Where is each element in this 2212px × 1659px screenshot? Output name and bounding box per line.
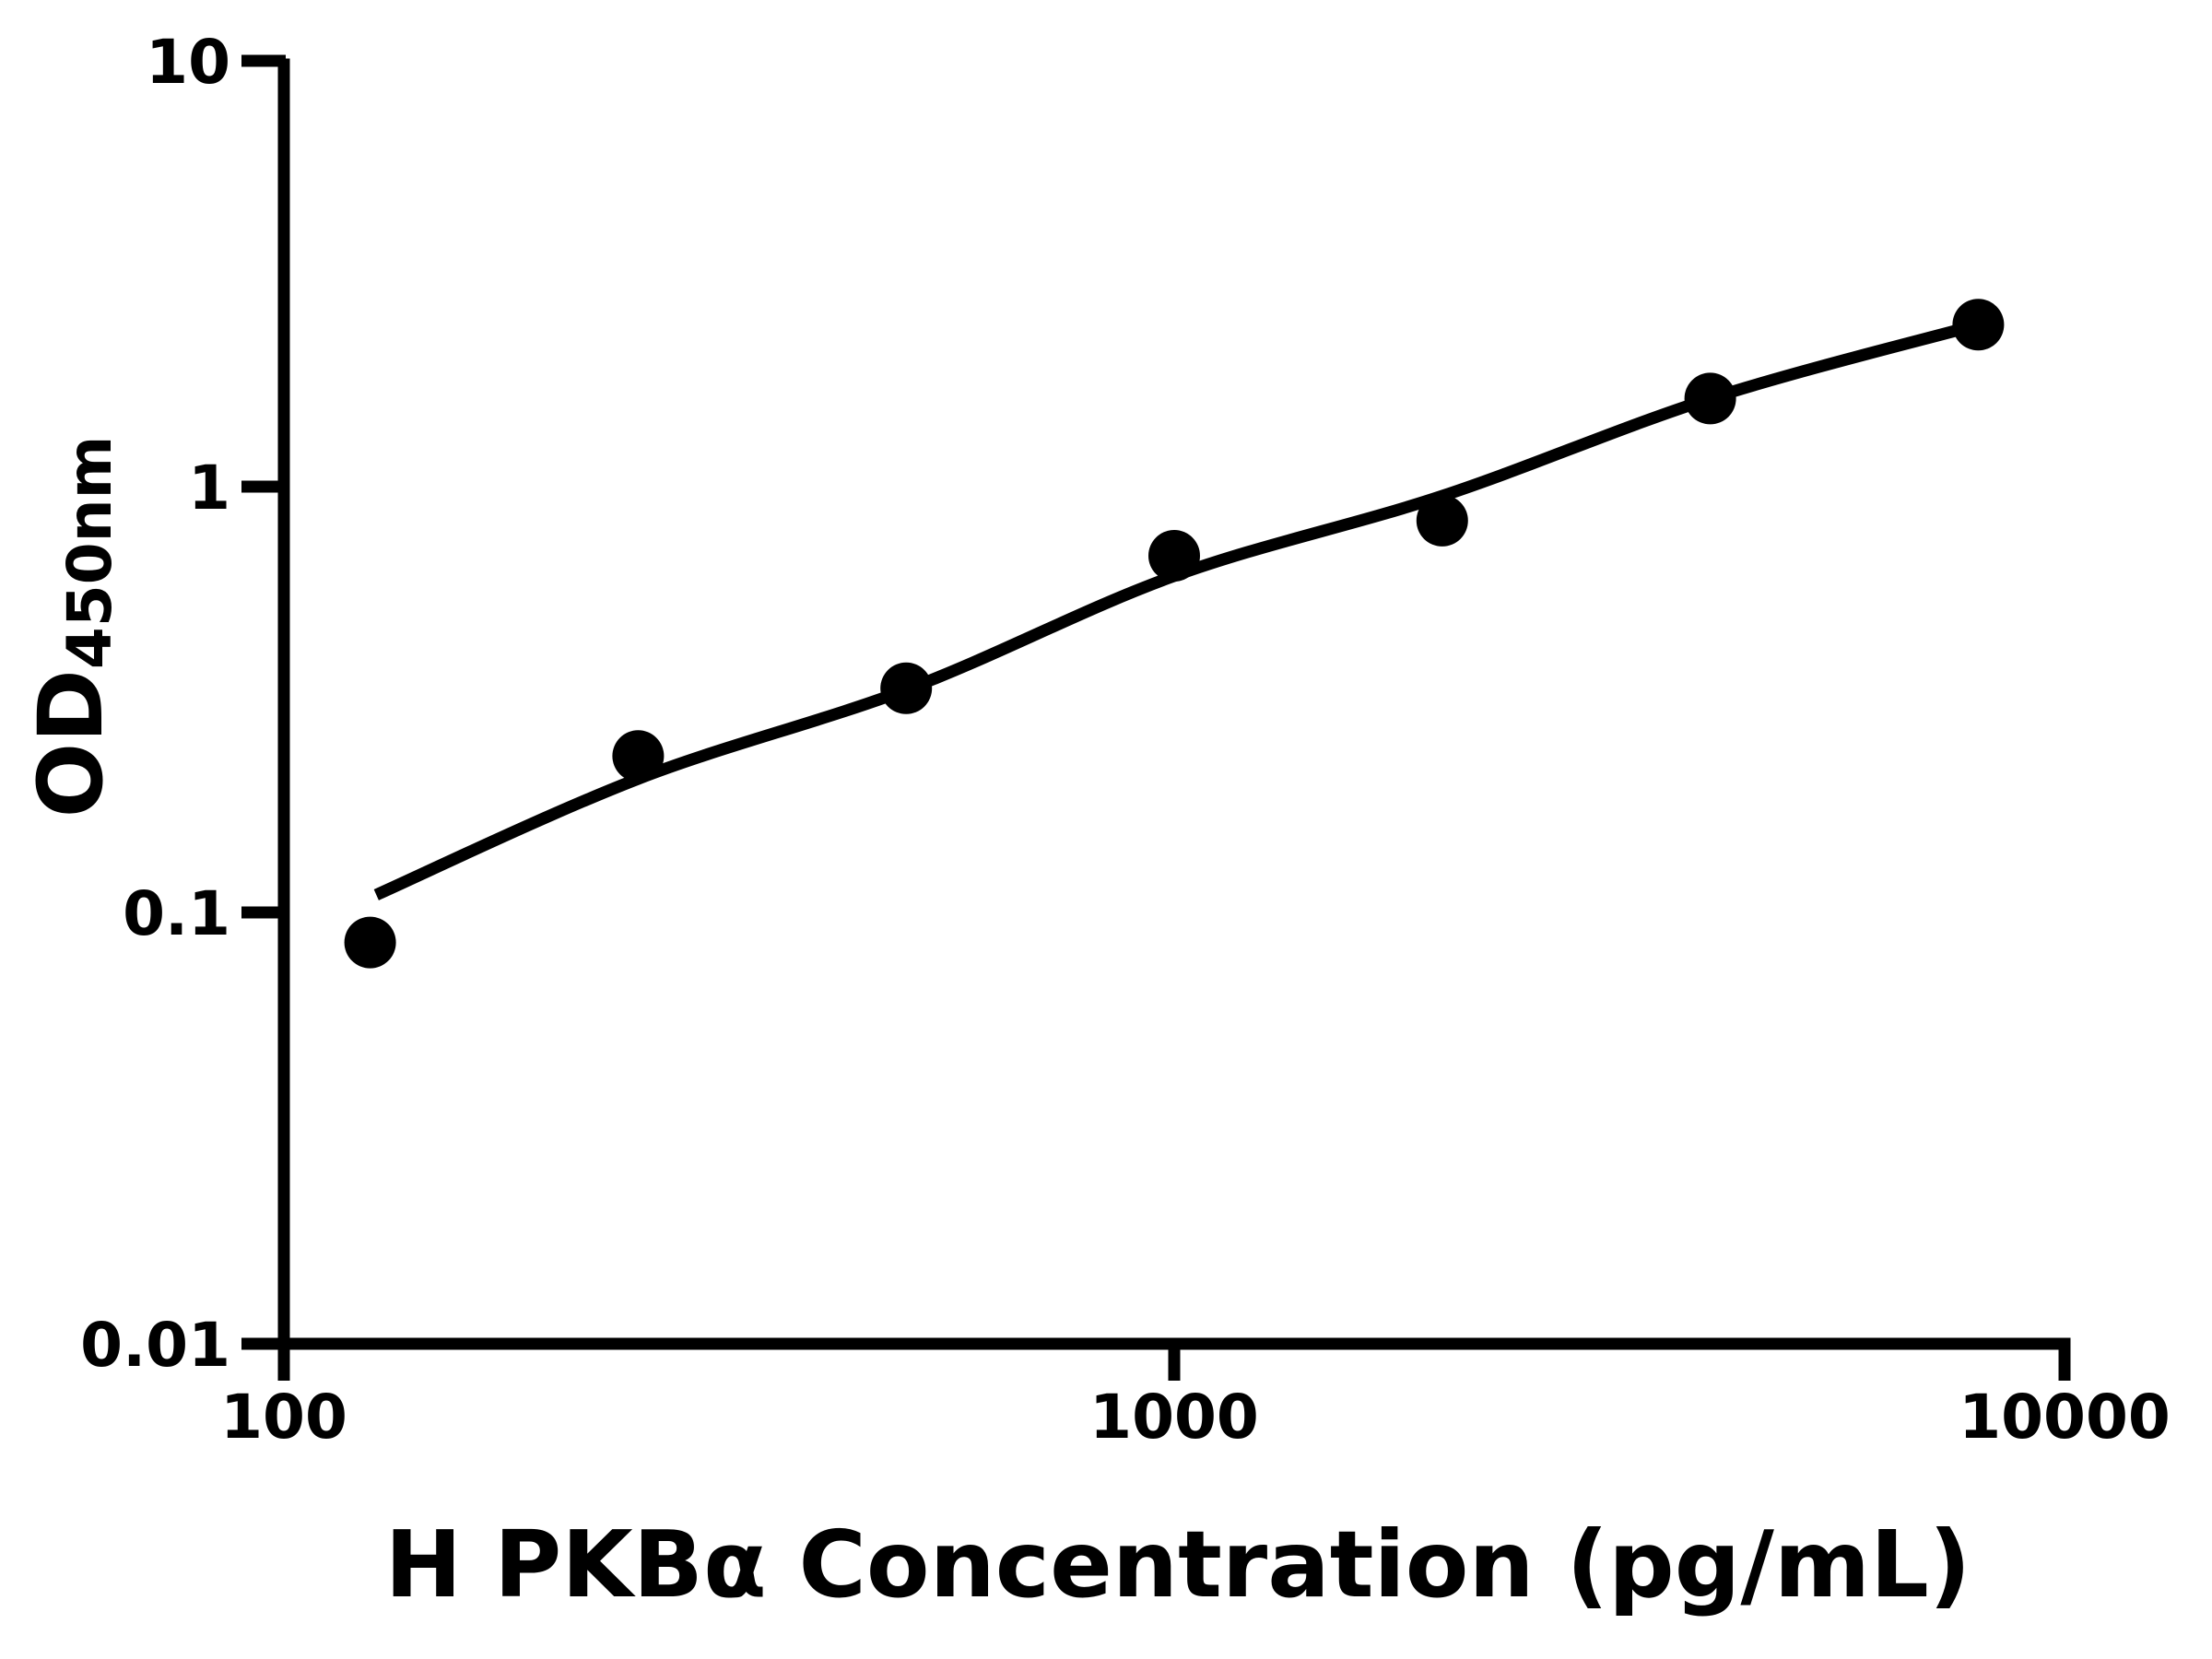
data-point <box>1952 299 2005 351</box>
data-point <box>880 662 933 714</box>
y-axis-title: OD450nm <box>19 436 125 818</box>
y-axis-title-main: OD <box>19 669 123 818</box>
series-layer <box>344 299 2005 969</box>
fit-curve-line <box>373 319 1981 900</box>
x-tick-label: 1000 <box>1089 1382 1259 1453</box>
x-axis-title: H PKBα Concentration (pg/mL) <box>385 1511 1971 1618</box>
data-point <box>612 730 665 782</box>
x-tick-label: 10000 <box>1959 1382 2171 1453</box>
y-tick-label: 0.1 <box>123 878 230 949</box>
data-point <box>344 916 396 969</box>
data-point <box>1684 372 1736 425</box>
y-tick-label: 1 <box>188 453 230 524</box>
y-axis-title-subscript: 450nm <box>54 436 125 670</box>
data-point <box>1416 494 1468 547</box>
x-tick-label: 100 <box>220 1382 347 1453</box>
y-tick-label: 0.01 <box>80 1310 230 1381</box>
axes-layer: 100 1000 10000 10 1 0.1 0.01 <box>80 27 2171 1453</box>
y-tick-label: 10 <box>146 27 230 98</box>
data-point <box>1148 530 1200 582</box>
